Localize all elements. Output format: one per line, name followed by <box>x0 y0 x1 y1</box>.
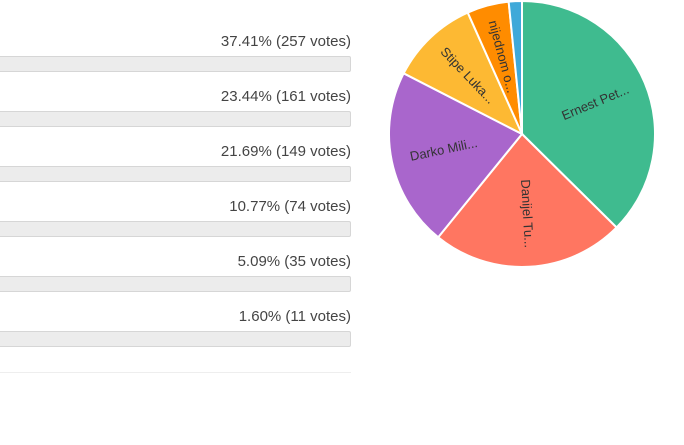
pie-slice <box>402 11 525 137</box>
result-label: 10.77% (74 votes) <box>229 198 351 215</box>
result-row: 23.44% (161 votes) <box>0 55 351 127</box>
pie-slice <box>436 132 618 268</box>
result-bar <box>0 166 351 182</box>
pie-slice <box>521 0 656 229</box>
result-bar <box>0 221 351 237</box>
pie-slice <box>388 71 524 239</box>
result-row: 5.09% (35 votes) <box>0 220 351 292</box>
pie-slice <box>507 0 523 135</box>
result-row: 21.69% (149 votes) <box>0 110 351 182</box>
slice-label: Danijel Tu... <box>518 179 537 248</box>
result-row: 10.77% (74 votes) <box>0 165 351 237</box>
result-bar <box>0 276 351 292</box>
result-label: 5.09% (35 votes) <box>237 253 351 270</box>
result-bar <box>0 111 351 127</box>
result-label: 37.41% (257 votes) <box>220 33 351 50</box>
result-bar <box>0 331 351 347</box>
result-label: 1.60% (11 votes) <box>238 308 351 325</box>
result-row: 37.41% (257 votes) <box>0 0 351 72</box>
separator <box>0 372 351 373</box>
result-bar <box>0 56 351 72</box>
result-label: 23.44% (161 votes) <box>220 88 351 105</box>
result-label: 21.69% (149 votes) <box>220 143 351 160</box>
result-row: 1.60% (11 votes) <box>0 275 351 347</box>
